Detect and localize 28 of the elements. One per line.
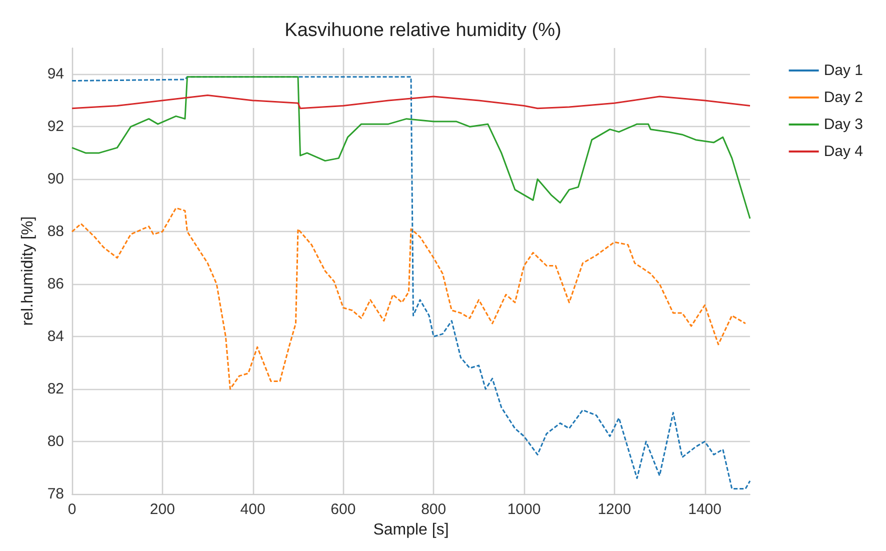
line-series (71, 207, 746, 390)
x-tick-label: 800 (421, 501, 446, 518)
x-tick-label: 0 (68, 501, 76, 518)
line-series (71, 76, 751, 490)
y-tick-label: 92 (47, 118, 64, 136)
y-tick-label: 86 (47, 276, 64, 293)
y-tick-label: 88 (47, 223, 64, 240)
x-tick-label: 200 (150, 501, 175, 518)
x-tick-label: 1400 (688, 501, 722, 518)
line-series (71, 94, 751, 110)
y-tick-label: 90 (47, 170, 64, 188)
legend-label: Day 4 (824, 143, 864, 160)
x-tick-label: 600 (330, 501, 356, 518)
x-tick-label: 1200 (598, 501, 632, 518)
y-tick-label: 78 (47, 486, 64, 502)
legend-label: Day 1 (824, 62, 864, 79)
x-axis-title: Sample [s] (373, 522, 449, 538)
legend-label: Day 2 (824, 89, 864, 106)
line-series (71, 76, 751, 220)
chart-title: Kasvihuone relative humidity (%) (284, 20, 562, 41)
y-tick-label: 82 (47, 380, 64, 398)
x-tick-label: 400 (240, 501, 266, 518)
y-tick-label: 94 (47, 66, 64, 83)
y-axis-title: rel.humidity [%] (20, 216, 36, 326)
y-tick-label: 84 (47, 328, 64, 346)
legend-label: Day 3 (824, 116, 864, 133)
x-tick-label: 1000 (507, 501, 541, 518)
y-tick-label: 80 (47, 433, 64, 450)
